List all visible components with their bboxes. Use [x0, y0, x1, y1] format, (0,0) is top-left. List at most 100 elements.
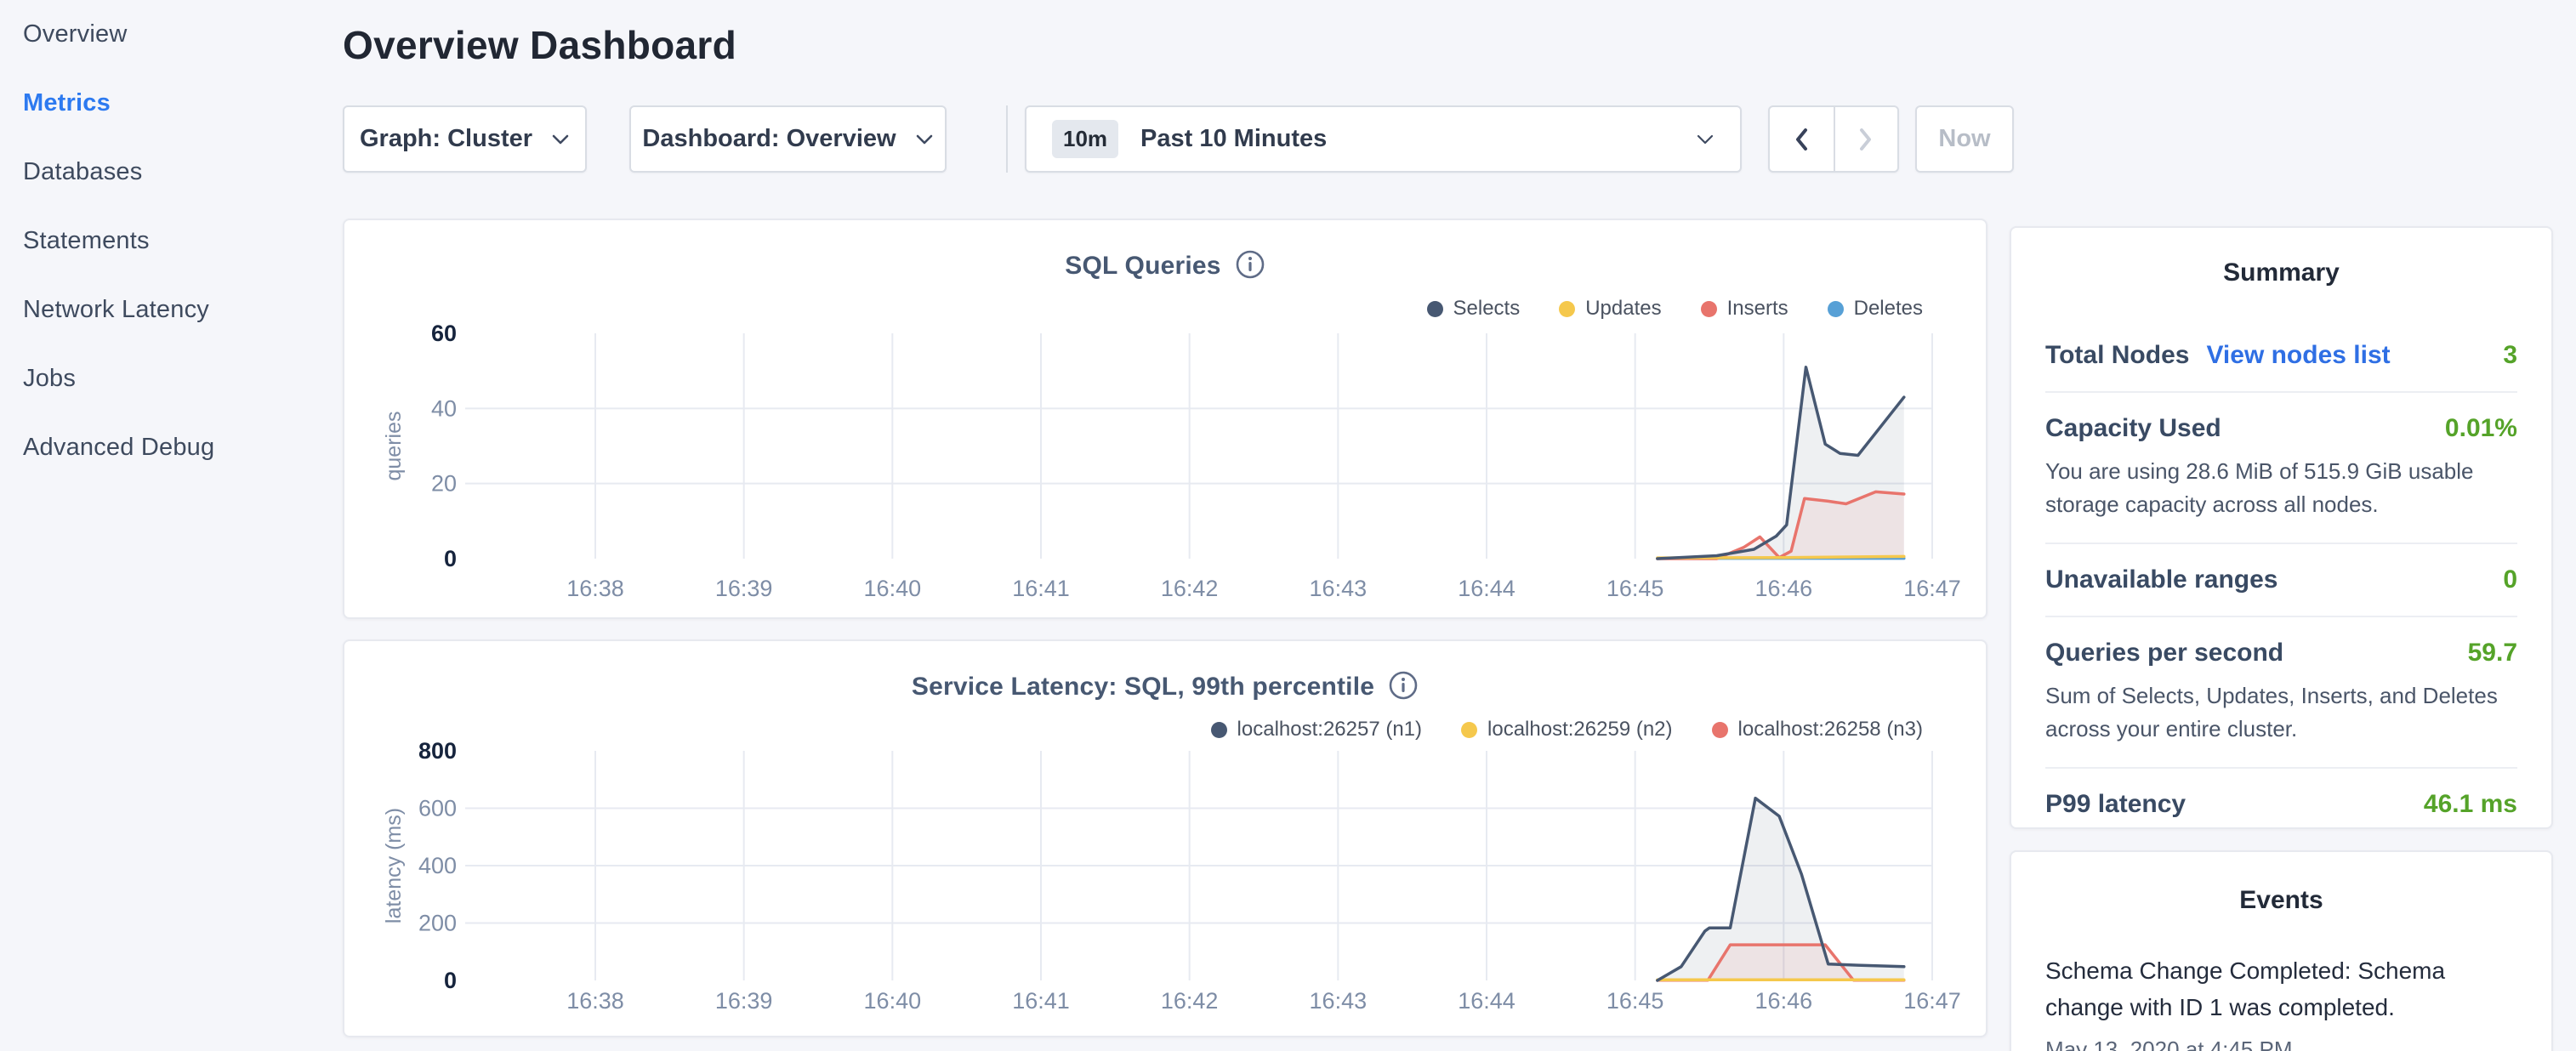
legend-label: Selects	[1453, 297, 1521, 321]
legend-label: Inserts	[1727, 297, 1788, 321]
svg-text:200: 200	[418, 911, 457, 936]
series-lines	[1658, 367, 1904, 559]
svg-text:16:38: 16:38	[566, 988, 624, 1014]
time-step-group	[1768, 105, 1899, 173]
series-lines	[1658, 798, 1904, 980]
chart-title: Service Latency: SQL, 99th percentile	[912, 673, 1374, 702]
svg-text:16:44: 16:44	[1458, 576, 1515, 601]
legend-item[interactable]: Inserts	[1701, 297, 1788, 321]
chevron-down-icon	[551, 134, 570, 145]
sidebar-item-statements[interactable]: Statements	[0, 207, 332, 276]
info-icon[interactable]	[1388, 670, 1419, 705]
svg-text:16:39: 16:39	[715, 988, 773, 1014]
svg-text:20: 20	[431, 471, 457, 497]
prev-time-button[interactable]	[1770, 107, 1834, 171]
sidebar-item-advanced-debug[interactable]: Advanced Debug	[0, 413, 332, 482]
summary-row-description: Sum of Selects, Updates, Inserts, and De…	[2045, 679, 2517, 746]
summary-row: Queries per second59.7Sum of Selects, Up…	[2045, 617, 2517, 769]
summary-row-value: 0.01%	[2445, 414, 2517, 443]
chart-title-row: SQL Queries	[344, 247, 1986, 285]
now-button[interactable]: Now	[1915, 105, 2014, 173]
legend-label: Updates	[1585, 297, 1661, 321]
svg-text:600: 600	[418, 796, 457, 821]
legend-dot-icon	[1828, 301, 1844, 317]
svg-text:60: 60	[431, 321, 457, 346]
legend-dot-icon	[1461, 722, 1477, 738]
svg-text:16:42: 16:42	[1161, 576, 1219, 601]
sidebar-item-jobs[interactable]: Jobs	[0, 344, 332, 413]
svg-text:0: 0	[444, 546, 457, 571]
svg-text:16:46: 16:46	[1755, 988, 1813, 1014]
svg-text:16:40: 16:40	[864, 988, 922, 1014]
events-list: Schema Change Completed: Schema change w…	[2045, 952, 2517, 1051]
next-time-button[interactable]	[1834, 107, 1897, 171]
svg-text:queries: queries	[382, 412, 406, 481]
summary-row: Total Nodes View nodes list 3	[2045, 320, 2517, 393]
dashboard-dropdown[interactable]: Dashboard: Overview	[629, 105, 947, 173]
sql-queries-chart-card: SQL Queries Selects Updates Inserts Deletes…	[343, 219, 1987, 619]
svg-text:16:40: 16:40	[864, 576, 922, 601]
legend-label: Deletes	[1854, 297, 1923, 321]
sidebar: OverviewMetricsDatabasesStatementsNetwor…	[0, 0, 332, 482]
svg-text:16:45: 16:45	[1606, 576, 1664, 601]
events-panel: Events Schema Change Completed: Schema c…	[2010, 850, 2553, 1051]
svg-text:0: 0	[444, 968, 457, 993]
svg-text:16:47: 16:47	[1903, 988, 1961, 1014]
svg-text:16:46: 16:46	[1755, 576, 1813, 601]
sidebar-item-metrics[interactable]: Metrics	[0, 69, 332, 138]
time-range-dropdown[interactable]: 10m Past 10 Minutes	[1025, 105, 1742, 173]
event-timestamp: May 13, 2020 at 4:45 PM	[2045, 1037, 2517, 1051]
svg-text:800: 800	[418, 738, 457, 764]
gridlines	[465, 751, 1932, 980]
axis-labels: 16:3816:3916:4016:4116:4216:4316:4416:45…	[382, 321, 1961, 601]
summary-title: Summary	[2045, 258, 2517, 287]
legend-item[interactable]: Updates	[1559, 297, 1661, 321]
series-areas	[1658, 367, 1904, 559]
summary-row-value: 0	[2503, 565, 2517, 594]
svg-text:16:47: 16:47	[1903, 576, 1961, 601]
legend-item[interactable]: localhost:26257 (n1)	[1211, 718, 1422, 741]
legend-item[interactable]: localhost:26258 (n3)	[1712, 718, 1923, 741]
event-item[interactable]: Schema Change Completed: Schema change w…	[2045, 952, 2517, 1051]
events-title: Events	[2045, 886, 2517, 915]
graph-dropdown[interactable]: Graph: Cluster	[343, 105, 587, 173]
summary-row-label: Unavailable ranges	[2045, 565, 2277, 594]
summary-rows: Total Nodes View nodes list 3 Capacity Used…	[2045, 320, 2517, 840]
chart-title-row: Service Latency: SQL, 99th percentile	[344, 668, 1986, 706]
legend-item[interactable]: Selects	[1427, 297, 1521, 321]
legend-label: localhost:26257 (n1)	[1237, 718, 1422, 741]
summary-row-value: 59.7	[2468, 639, 2517, 668]
svg-text:16:41: 16:41	[1012, 988, 1070, 1014]
svg-text:16:45: 16:45	[1606, 988, 1664, 1014]
summary-row: Unavailable ranges 0	[2045, 544, 2517, 617]
legend-item[interactable]: localhost:26259 (n2)	[1461, 718, 1672, 741]
summary-row: Capacity Used0.01%You are using 28.6 MiB…	[2045, 393, 2517, 544]
chevron-down-icon	[1696, 134, 1714, 145]
chart-title: SQL Queries	[1065, 252, 1220, 281]
summary-row: P99 latency46.1 ms	[2045, 769, 2517, 840]
svg-text:16:43: 16:43	[1310, 988, 1368, 1014]
summary-row-label: Total Nodes	[2045, 341, 2189, 370]
time-range-badge: 10m	[1052, 120, 1118, 158]
sidebar-item-network-latency[interactable]: Network Latency	[0, 276, 332, 344]
controls-divider	[1006, 105, 1008, 173]
legend-dot-icon	[1559, 301, 1575, 317]
graph-dropdown-label: Graph: Cluster	[360, 125, 532, 153]
view-nodes-link[interactable]: View nodes list	[2206, 341, 2390, 370]
svg-text:16:43: 16:43	[1310, 576, 1368, 601]
legend-dot-icon	[1712, 722, 1728, 738]
sidebar-item-overview[interactable]: Overview	[0, 0, 332, 69]
legend-dot-icon	[1701, 301, 1717, 317]
page-title: Overview Dashboard	[343, 22, 1987, 68]
info-icon[interactable]	[1235, 249, 1265, 284]
sidebar-item-databases[interactable]: Databases	[0, 138, 332, 207]
summary-row-description: You are using 28.6 MiB of 515.9 GiB usab…	[2045, 455, 2517, 521]
svg-text:16:41: 16:41	[1012, 576, 1070, 601]
chevron-down-icon	[915, 134, 934, 145]
summary-row-value: 3	[2503, 341, 2517, 370]
series-areas	[1658, 798, 1904, 980]
summary-row-value: 46.1 ms	[2424, 790, 2517, 819]
svg-text:16:39: 16:39	[715, 576, 773, 601]
legend-item[interactable]: Deletes	[1828, 297, 1923, 321]
service-latency-chart-card: Service Latency: SQL, 99th percentile lo…	[343, 639, 1987, 1037]
